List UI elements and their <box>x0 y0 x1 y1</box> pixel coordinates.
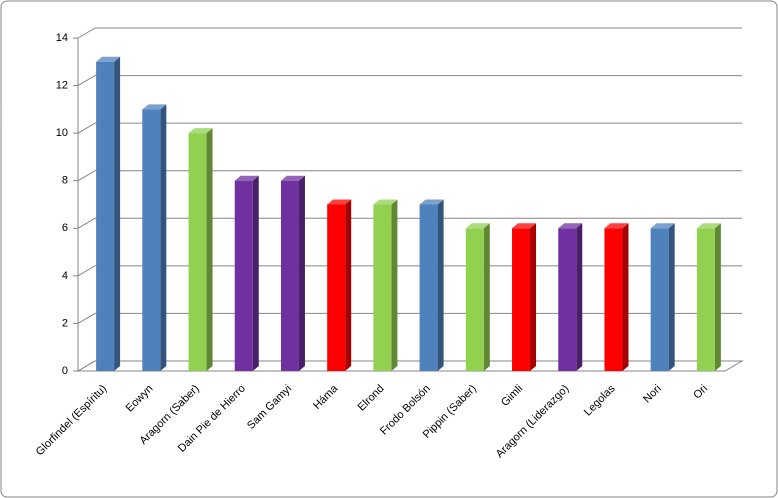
y-tick-label: 10 <box>56 127 68 139</box>
bar-top <box>558 223 583 229</box>
y-tick-label: 12 <box>56 79 68 91</box>
bar <box>696 223 721 371</box>
y-tick-label: 0 <box>62 365 68 377</box>
bar-front <box>96 61 115 372</box>
bar-front <box>327 204 346 371</box>
bar-top <box>465 223 490 229</box>
bar-side <box>298 175 305 371</box>
bar-side <box>345 199 352 371</box>
bar-top <box>327 199 352 205</box>
bar-side <box>622 223 629 371</box>
y-tick-label: 14 <box>56 32 68 44</box>
bar <box>465 223 490 371</box>
bar-front <box>188 133 207 371</box>
y-tick-label: 4 <box>62 270 68 282</box>
bar-front <box>512 228 531 371</box>
bar <box>280 175 305 371</box>
bar <box>234 175 259 371</box>
grid-line <box>77 170 742 182</box>
bar-front <box>280 180 299 371</box>
bar-front <box>650 228 669 371</box>
bar-front <box>373 204 392 371</box>
bar-top <box>280 175 305 181</box>
grid-line <box>77 217 742 229</box>
bar-front <box>604 228 623 371</box>
bar-top <box>512 223 537 229</box>
bar <box>373 199 398 371</box>
grid-line <box>77 27 742 39</box>
bar-top <box>373 199 398 205</box>
bar <box>512 223 537 371</box>
bar-front <box>696 228 715 371</box>
bar-side <box>252 175 259 371</box>
floor <box>76 360 744 372</box>
bar-front <box>234 180 253 371</box>
bar-front <box>142 109 161 371</box>
bar-side <box>206 128 213 371</box>
bar-top <box>604 223 629 229</box>
bar-front <box>558 228 577 371</box>
bar <box>96 56 121 372</box>
bar <box>419 199 444 371</box>
grid-line <box>77 122 742 134</box>
bar-side <box>668 223 675 371</box>
bar-top <box>142 104 167 110</box>
bar <box>604 223 629 371</box>
bar-side <box>483 223 490 371</box>
grid-line <box>77 75 742 87</box>
bar-side <box>391 199 398 371</box>
bar-top <box>696 223 721 229</box>
y-tick-label: 2 <box>62 317 68 329</box>
bar <box>188 128 213 371</box>
bar-top <box>234 175 259 181</box>
y-tick-label: 6 <box>62 222 68 234</box>
y-tick-label: 8 <box>62 175 68 187</box>
bar-side <box>530 223 537 371</box>
bar-side <box>114 56 121 372</box>
bar-top <box>650 223 675 229</box>
bar-side <box>576 223 583 371</box>
bar-top <box>96 56 121 62</box>
bar-top <box>188 128 213 134</box>
bar-side <box>714 223 721 371</box>
bar-side <box>160 104 167 371</box>
bar <box>558 223 583 371</box>
bar <box>650 223 675 371</box>
bar-front <box>419 204 438 371</box>
bar <box>142 104 167 371</box>
bar-top <box>419 199 444 205</box>
bar <box>327 199 352 371</box>
bar-front <box>465 228 484 371</box>
bar-side <box>437 199 444 371</box>
